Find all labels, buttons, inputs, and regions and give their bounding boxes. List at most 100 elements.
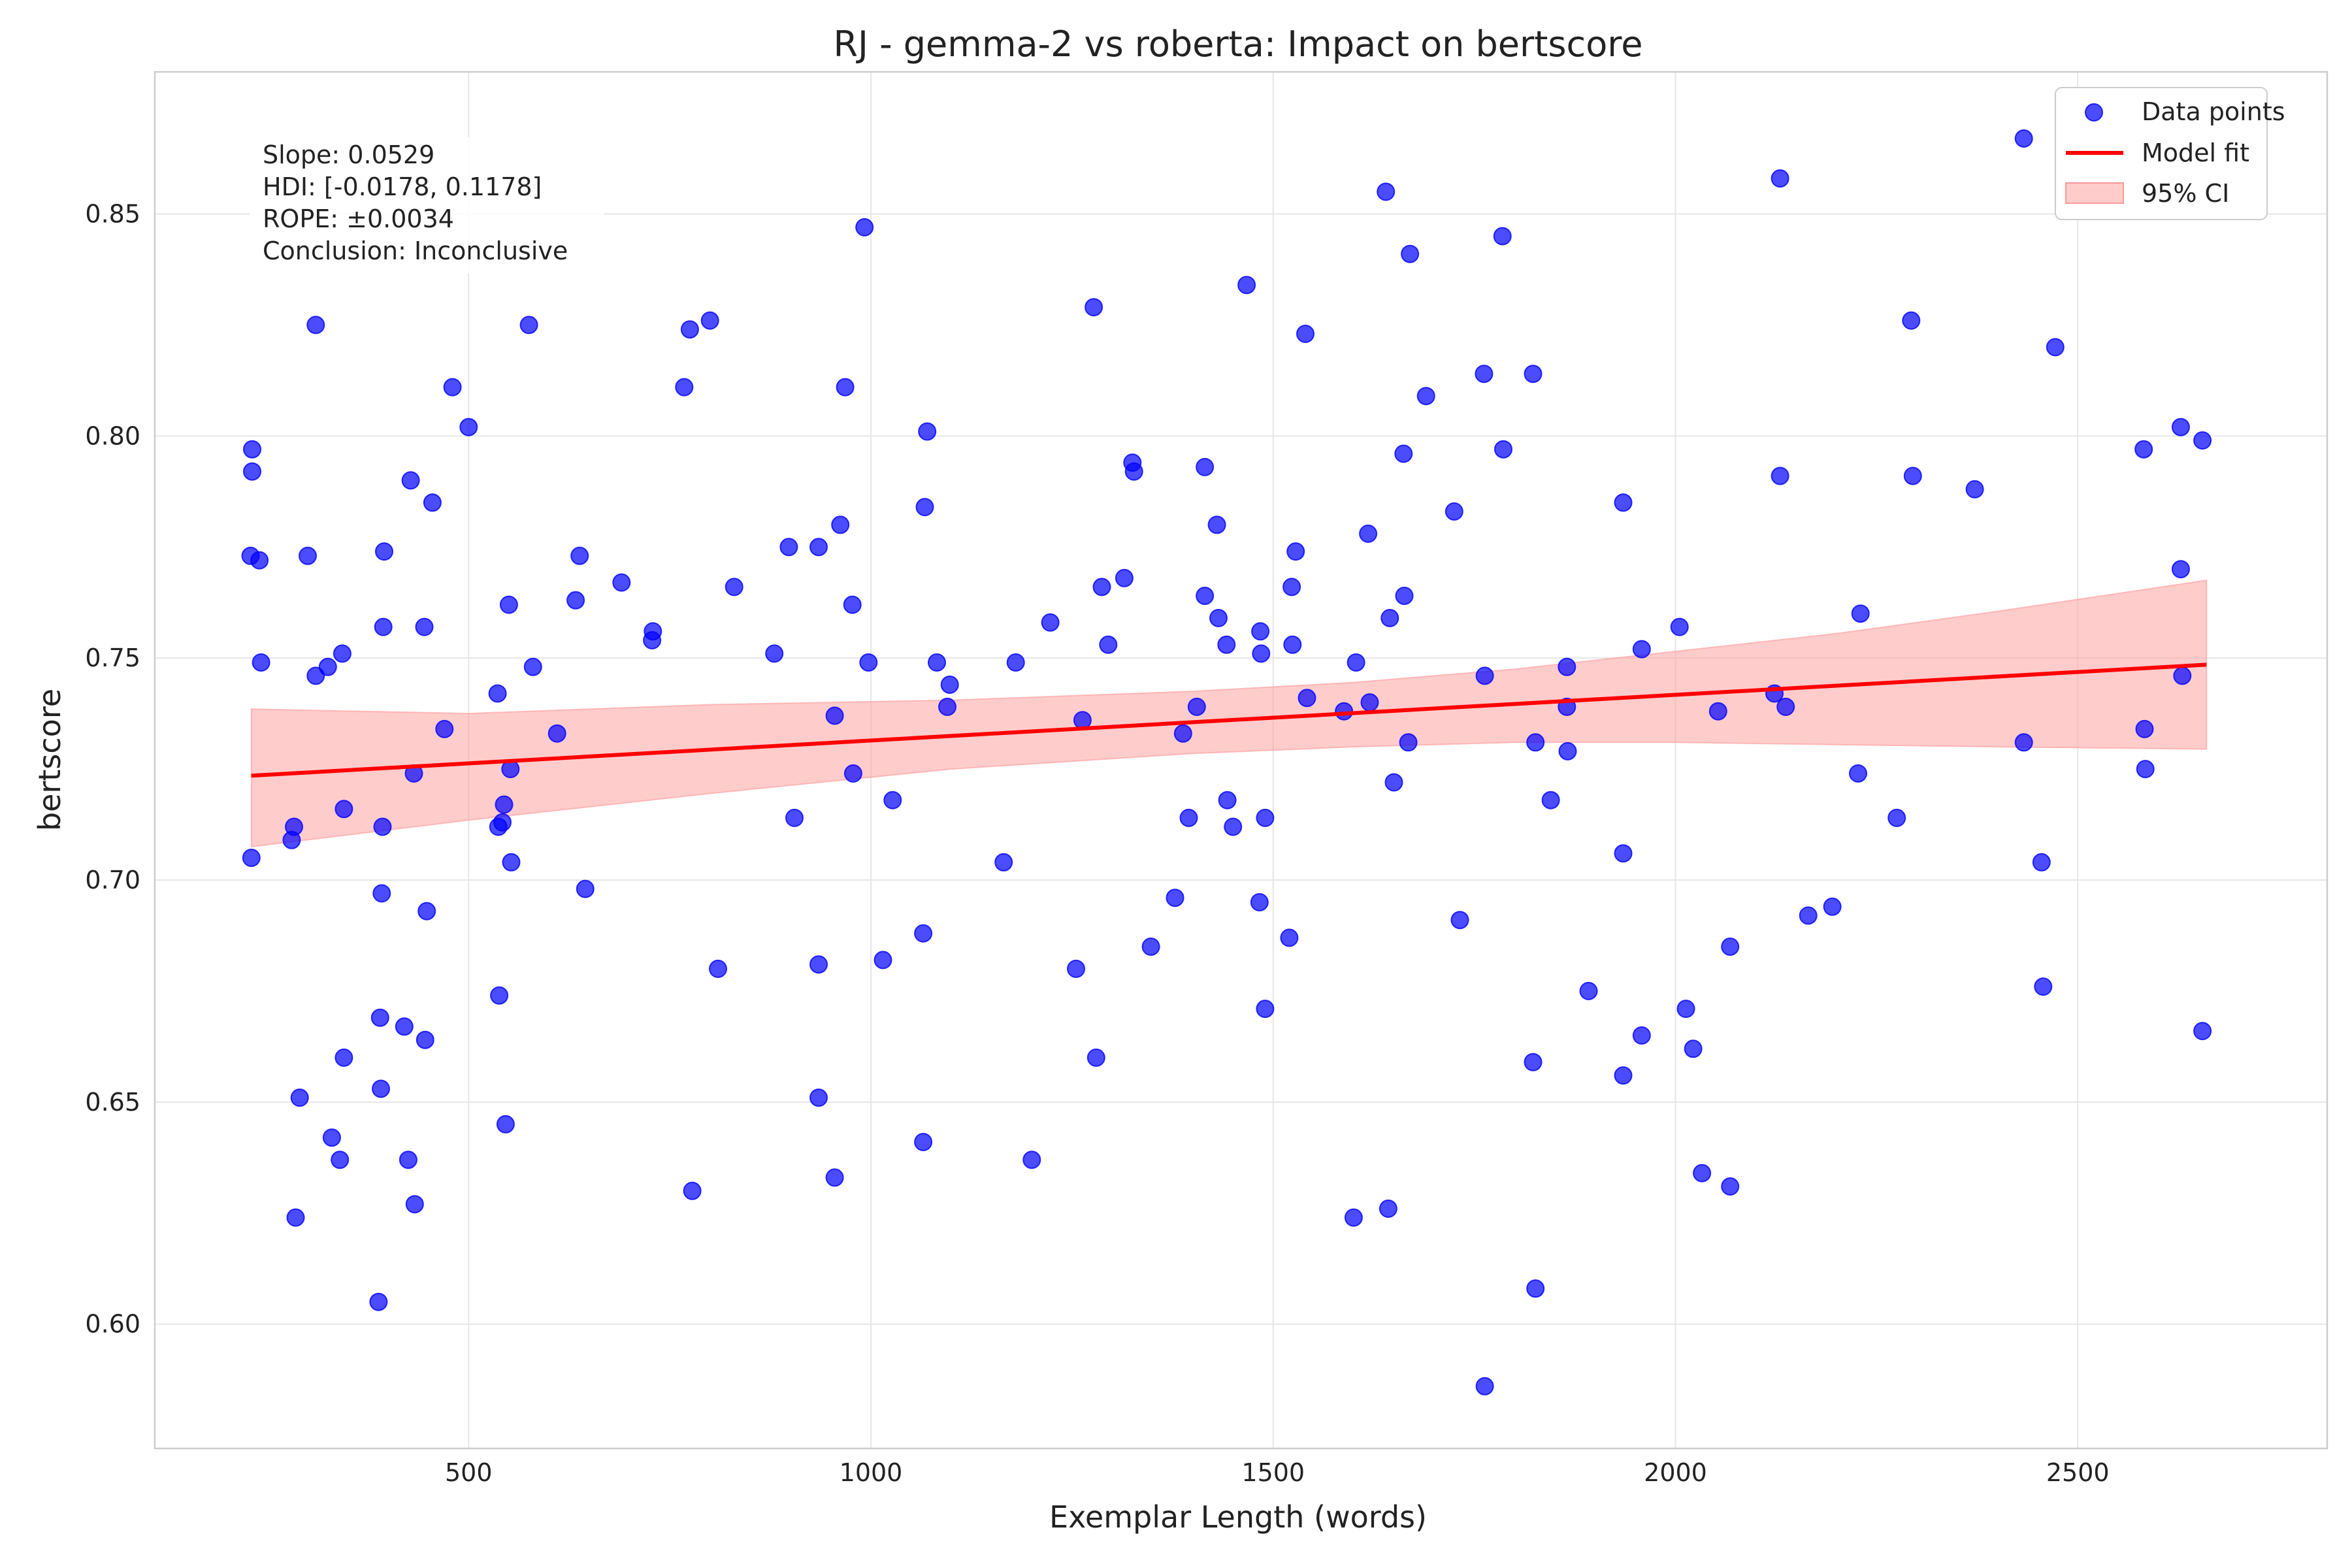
- data-point: [725, 578, 743, 596]
- data-point: [2046, 338, 2065, 357]
- x-tick-label: 2500: [2046, 1458, 2110, 1487]
- data-point: [1721, 938, 1740, 956]
- data-point: [1379, 1200, 1397, 1218]
- data-point: [874, 951, 892, 970]
- data-point: [883, 791, 902, 809]
- data-point: [1256, 1000, 1275, 1019]
- data-point: [915, 498, 934, 517]
- data-point: [242, 849, 261, 867]
- data-point: [1395, 587, 1414, 605]
- annotation-hdi: HDI: [-0.0178, 0.1178]: [263, 172, 542, 201]
- data-point: [1296, 325, 1315, 343]
- data-point: [779, 538, 798, 557]
- data-point: [243, 440, 261, 459]
- data-point: [1006, 653, 1025, 672]
- data-point: [495, 795, 514, 814]
- data-point: [855, 218, 874, 237]
- data-point: [335, 1048, 353, 1067]
- data-point: [1670, 617, 1689, 636]
- data-point: [1380, 609, 1399, 627]
- x-axis-ticks: 500 1000 1500 2000 2500: [445, 1458, 2110, 1487]
- data-point: [914, 1133, 933, 1151]
- data-point: [459, 417, 478, 436]
- data-point: [2014, 733, 2033, 752]
- data-point: [1475, 666, 1494, 685]
- data-point: [1085, 298, 1103, 317]
- data-point: [1526, 733, 1545, 752]
- data-point: [399, 1151, 417, 1169]
- data-point: [1676, 1000, 1695, 1019]
- data-point: [1377, 182, 1396, 201]
- data-point: [435, 719, 454, 738]
- data-point: [374, 617, 393, 636]
- chart-title: RJ - gemma-2 vs roberta: Impact on berts…: [833, 24, 1642, 65]
- data-point: [490, 986, 509, 1005]
- data-point: [1384, 773, 1403, 792]
- data-point: [1041, 613, 1060, 632]
- data-point: [2014, 129, 2033, 148]
- data-point: [1283, 635, 1302, 654]
- data-point: [2134, 440, 2153, 459]
- data-point: [612, 573, 631, 592]
- data-point: [1179, 808, 1198, 827]
- data-point: [1887, 808, 1906, 827]
- data-point: [1360, 693, 1379, 712]
- data-point: [675, 378, 694, 397]
- data-point: [415, 617, 434, 636]
- legend-marker-ci: [2065, 182, 2124, 204]
- data-point: [333, 644, 351, 663]
- legend-label-fit: Model fit: [2142, 139, 2249, 167]
- x-axis-label: Exemplar Length (words): [1049, 1499, 1427, 1535]
- data-point: [547, 724, 566, 743]
- data-point: [322, 1128, 341, 1147]
- data-point: [502, 853, 521, 872]
- data-point: [282, 830, 301, 849]
- x-tick-label: 1500: [1241, 1458, 1305, 1487]
- data-point: [809, 955, 828, 974]
- data-point: [306, 316, 325, 335]
- data-point: [1776, 697, 1795, 716]
- annotation-box: [250, 137, 604, 273]
- data-point: [401, 471, 420, 490]
- data-point: [1721, 1177, 1740, 1196]
- data-point: [765, 644, 784, 663]
- data-point: [1445, 502, 1463, 521]
- data-point: [1524, 1053, 1543, 1071]
- data-point: [1218, 791, 1237, 809]
- data-point: [2193, 1022, 2212, 1041]
- data-point: [370, 1008, 389, 1027]
- data-point: [1209, 609, 1228, 627]
- data-point: [1558, 657, 1576, 676]
- y-axis-ticks: 0.60 0.65 0.70 0.75 0.80 0.85: [85, 199, 140, 1338]
- data-point: [1115, 568, 1134, 587]
- data-point: [1614, 1066, 1633, 1085]
- data-point: [1298, 689, 1316, 708]
- y-axis-label: bertscore: [32, 689, 67, 831]
- annotation-slope: Slope: 0.0529: [263, 140, 434, 169]
- data-point: [1614, 493, 1633, 512]
- data-point: [1187, 697, 1206, 716]
- data-point: [2173, 666, 2192, 685]
- data-point: [1632, 1026, 1651, 1045]
- data-point: [250, 551, 269, 570]
- data-point: [859, 653, 878, 672]
- data-point: [1092, 578, 1111, 596]
- data-point: [825, 706, 844, 725]
- data-point: [243, 462, 261, 481]
- data-point: [1541, 791, 1560, 809]
- data-point: [1141, 938, 1160, 956]
- data-point: [914, 924, 933, 943]
- legend: Data points Model fit 95% CI: [2055, 87, 2285, 220]
- data-point: [488, 684, 507, 703]
- data-point: [644, 622, 662, 641]
- data-point: [2032, 853, 2051, 872]
- y-tick-label: 0.60: [85, 1310, 140, 1339]
- data-point: [1347, 653, 1365, 672]
- data-point: [1335, 702, 1354, 721]
- data-point: [286, 1208, 305, 1227]
- data-point: [1902, 311, 1921, 330]
- data-point: [523, 657, 542, 676]
- y-tick-label: 0.85: [85, 199, 140, 228]
- data-point: [843, 764, 862, 783]
